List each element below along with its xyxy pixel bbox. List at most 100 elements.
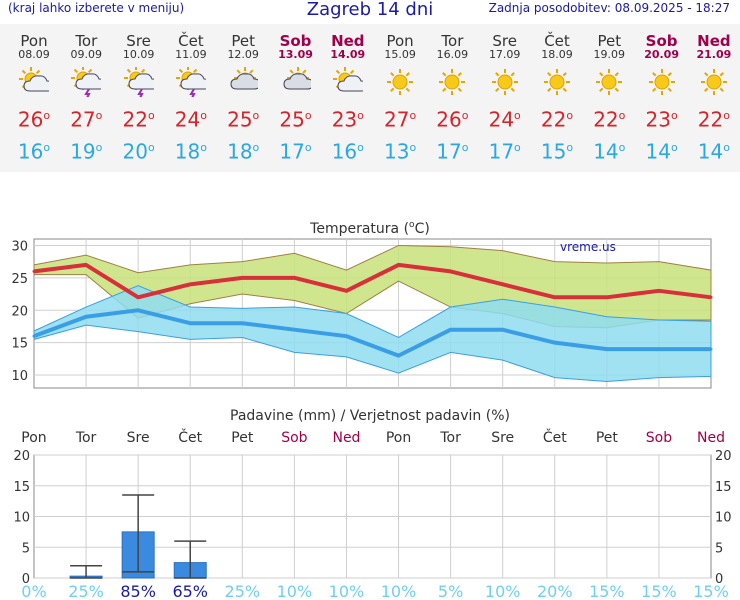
day-forecast: Sob 20.09 23o 14o bbox=[636, 24, 688, 162]
max-temperature-point bbox=[240, 276, 244, 280]
day-forecast: Ned 14.09 23o 16o bbox=[322, 24, 374, 162]
precipitation-probability: 15% bbox=[589, 582, 625, 600]
max-temperature: 26o bbox=[436, 107, 469, 132]
cloud-sun-icon bbox=[270, 67, 322, 97]
min-temperature-point bbox=[32, 334, 36, 338]
precipitation-y-tick-right: 5 bbox=[715, 541, 723, 556]
precipitation-probability: 5% bbox=[438, 582, 463, 600]
min-temperature-line bbox=[33, 308, 711, 358]
day-date: 11.09 bbox=[175, 48, 207, 61]
precipitation-probability: 20% bbox=[537, 582, 573, 600]
min-temperature: 14o bbox=[697, 139, 730, 164]
precipitation-probability: 15% bbox=[693, 582, 729, 600]
max-temperature: 24o bbox=[488, 107, 521, 132]
max-temperature: 22o bbox=[540, 107, 574, 132]
precipitation-y-tick-right: 10 bbox=[715, 511, 732, 526]
cloud-sun-icon bbox=[217, 67, 269, 97]
day-date: 12.09 bbox=[227, 48, 259, 61]
min-temperature-point bbox=[136, 308, 140, 312]
temperature-y-tick: 30 bbox=[11, 239, 28, 254]
day-name: Čet bbox=[544, 32, 570, 50]
precipitation-probability: 10% bbox=[329, 582, 365, 600]
max-temperature-point bbox=[709, 295, 713, 299]
precipitation-probability: 10% bbox=[277, 582, 313, 600]
max-temperature-point bbox=[344, 289, 348, 293]
location-menu-hint[interactable]: (kraj lahko izberete v meniju) bbox=[8, 1, 185, 15]
day-name: Pet bbox=[597, 32, 622, 50]
day-forecast: Ned 21.09 22o 14o bbox=[688, 24, 740, 162]
min-temperature: 15o bbox=[540, 139, 574, 164]
precipitation-x-tick: Tor bbox=[75, 430, 97, 446]
precipitation-probability: 10% bbox=[485, 582, 521, 600]
min-temperature-point bbox=[657, 347, 661, 351]
min-temperature-point bbox=[84, 315, 88, 319]
precipitation-x-tick: Tor bbox=[439, 430, 461, 446]
day-date: 16.09 bbox=[436, 48, 469, 61]
max-temperature-point bbox=[188, 282, 192, 286]
precipitation-y-tick-left: 0 bbox=[22, 572, 30, 587]
precipitation-x-tick: Pon bbox=[386, 430, 411, 446]
max-temperature-point bbox=[449, 269, 453, 273]
day-forecast: Čet 11.09 24o 18o bbox=[165, 24, 217, 162]
max-temperature: 25o bbox=[279, 107, 312, 132]
daily-forecast-strip: Pon 08.09 26o 16o Tor 09.09 27o 19o Sre 10… bbox=[0, 24, 740, 172]
precipitation-x-tick: Sob bbox=[281, 430, 307, 446]
temperature-y-tick: 20 bbox=[11, 304, 28, 319]
max-temperature: 23o bbox=[645, 107, 678, 132]
sun-icon bbox=[688, 67, 740, 97]
min-temperature: 18o bbox=[227, 139, 260, 164]
day-date: 18.09 bbox=[541, 48, 573, 61]
precipitation-y-tick-right: 0 bbox=[715, 572, 723, 587]
max-temperature-point bbox=[397, 263, 401, 267]
sun-icon bbox=[636, 67, 688, 97]
min-temperature: 16o bbox=[17, 139, 51, 164]
sun-cloud-storm-icon bbox=[165, 67, 217, 97]
precipitation-probability: 25% bbox=[225, 582, 261, 600]
precipitation-x-tick: Pet bbox=[231, 430, 254, 446]
sun-icon bbox=[479, 67, 531, 97]
precipitation-y-tick-left: 10 bbox=[13, 511, 30, 526]
precipitation-x-tick: Sre bbox=[127, 430, 150, 446]
max-temperature-line bbox=[33, 262, 712, 300]
day-forecast: Sre 17.09 24o 17o bbox=[479, 24, 531, 162]
day-name: Tor bbox=[75, 32, 98, 50]
max-temperature-point bbox=[292, 276, 296, 280]
precipitation-x-tick: Pet bbox=[596, 430, 619, 446]
day-forecast: Pon 08.09 26o 16o bbox=[8, 24, 60, 162]
max-temperature-point bbox=[84, 263, 88, 267]
day-forecast: Pon 15.09 27o 13o bbox=[374, 24, 426, 162]
day-name: Sre bbox=[492, 32, 517, 50]
watermark-text: vreme.us bbox=[560, 240, 616, 254]
min-temperature: 20o bbox=[122, 139, 155, 164]
temperature-y-tick: 10 bbox=[11, 369, 28, 384]
temperature-y-tick: 25 bbox=[11, 272, 28, 287]
max-temperature: 27o bbox=[70, 107, 103, 132]
min-temperature-point bbox=[240, 321, 244, 325]
day-date: 08.09 bbox=[18, 48, 50, 61]
min-temperature-point bbox=[344, 334, 348, 338]
max-temperature: 22o bbox=[697, 107, 730, 132]
day-date: 10.09 bbox=[122, 48, 155, 61]
precipitation-y-tick-right: 20 bbox=[715, 449, 732, 464]
min-temperature-point bbox=[188, 321, 192, 325]
page-title: Zagreb 14 dni bbox=[306, 0, 434, 20]
precipitation-probability: 25% bbox=[68, 582, 104, 600]
max-temperature-point bbox=[605, 295, 609, 299]
min-temperature-point bbox=[292, 328, 296, 332]
sun-cloud-storm-icon bbox=[113, 67, 165, 97]
temperature-y-tick: 15 bbox=[11, 337, 28, 352]
day-name: Tor bbox=[441, 32, 464, 50]
min-temperature: 18o bbox=[174, 139, 207, 164]
min-temperature: 17o bbox=[488, 139, 521, 164]
max-temperature-point bbox=[32, 269, 36, 273]
day-name: Pet bbox=[231, 32, 255, 50]
day-name: Pon bbox=[20, 32, 48, 50]
sun-icon bbox=[583, 67, 635, 97]
precipitation-x-tick: Čet bbox=[543, 428, 567, 446]
day-date: 14.09 bbox=[330, 48, 366, 61]
day-date: 19.09 bbox=[593, 48, 626, 61]
precipitation-x-tick: Sob bbox=[646, 430, 672, 446]
precipitation-x-tick: Sre bbox=[491, 430, 514, 446]
sun-cloud-icon bbox=[322, 67, 374, 97]
